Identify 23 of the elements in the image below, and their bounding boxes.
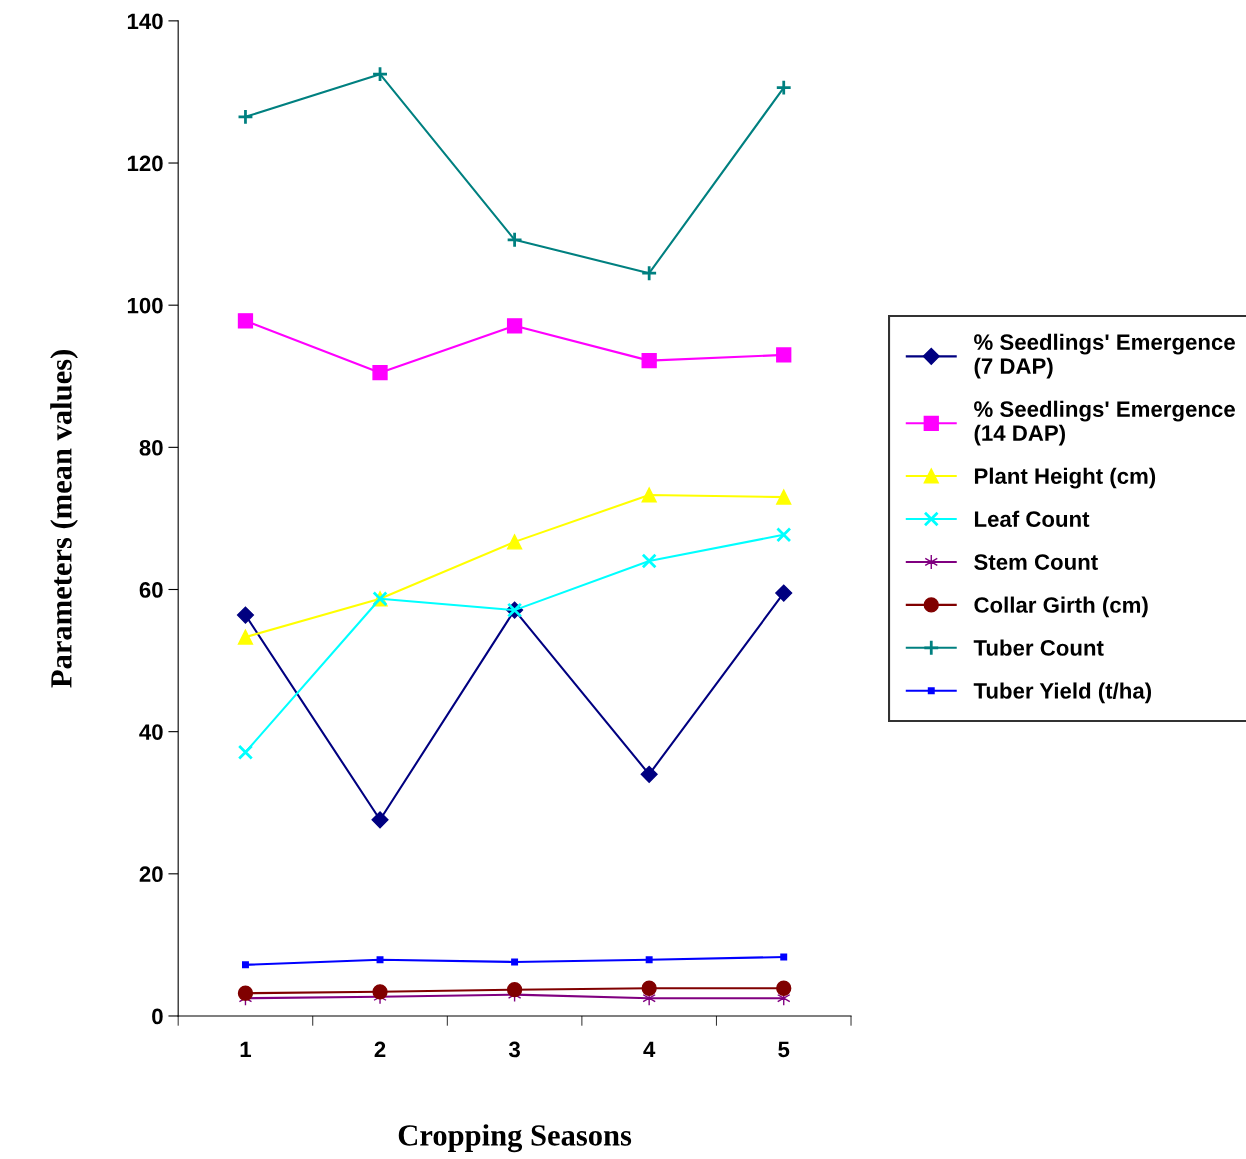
x-tick-label: 1 — [240, 1041, 252, 1058]
x-axis-title: Cropping Seasons — [398, 1124, 632, 1153]
y-tick-label: 140 — [127, 13, 163, 30]
legend-label: % Seedlings' Emergence (7 DAP) — [974, 333, 1235, 379]
y-tick-label: 60 — [139, 582, 163, 598]
legend-label: Collar Girth (cm) — [974, 596, 1148, 618]
legend-label: Plant Height (cm) — [974, 467, 1156, 489]
y-axis-title: Parameters (mean values) — [50, 350, 78, 688]
y-tick-label: 20 — [139, 866, 163, 883]
legend-label: Tuber Count — [973, 639, 1104, 656]
x-tick-label: 2 — [374, 1041, 386, 1058]
x-tick-label: 4 — [643, 1041, 656, 1058]
y-tick-label: 80 — [139, 439, 163, 456]
legend-label: % Seedlings' Emergence (14 DAP) — [974, 400, 1235, 446]
y-tick-label: 0 — [152, 1008, 163, 1025]
x-tick-label: 3 — [508, 1041, 520, 1058]
y-tick-label: 40 — [139, 724, 163, 740]
y-tick-label: 100 — [127, 297, 163, 314]
y-tick-label: 120 — [127, 155, 163, 172]
legend-label: Tuber Yield (t/ha) — [973, 682, 1152, 704]
x-tick-label: 5 — [778, 1041, 790, 1058]
legend-label: Stem Count — [974, 554, 1098, 570]
legend-label: Leaf Count — [974, 510, 1090, 527]
